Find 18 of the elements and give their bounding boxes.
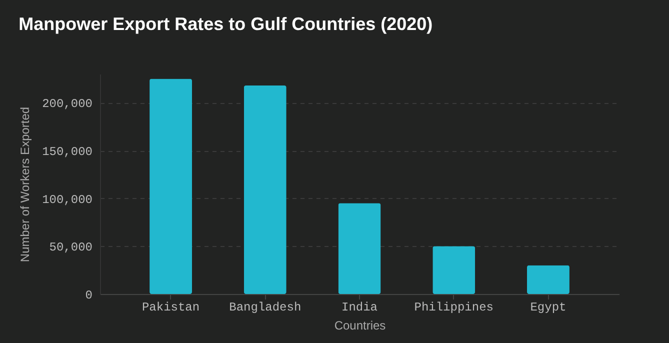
x-tick-label: Philippines (414, 300, 494, 314)
x-tick-label: Pakistan (142, 300, 200, 314)
y-tick-label: 50,000 (49, 240, 92, 255)
bar (150, 78, 192, 294)
bar (526, 265, 570, 294)
y-tick-label: 0 (85, 288, 92, 302)
x-tick-label: Bangladesh (229, 300, 302, 314)
bar (244, 85, 286, 294)
x-tick-label: Egypt (530, 300, 566, 314)
x-axis-title: Countries (334, 318, 386, 332)
y-axis-title: Number of Workers Exported (18, 106, 32, 262)
bar (338, 203, 381, 294)
y-tick-label: 200,000 (42, 97, 92, 112)
bar (432, 246, 476, 294)
x-tick-label: India (341, 300, 378, 314)
y-tick-label: 100,000 (42, 192, 92, 207)
chart-title: Manpower Export Rates to Gulf Countries (2020) (18, 14, 433, 34)
y-tick-label: 150,000 (42, 145, 92, 160)
